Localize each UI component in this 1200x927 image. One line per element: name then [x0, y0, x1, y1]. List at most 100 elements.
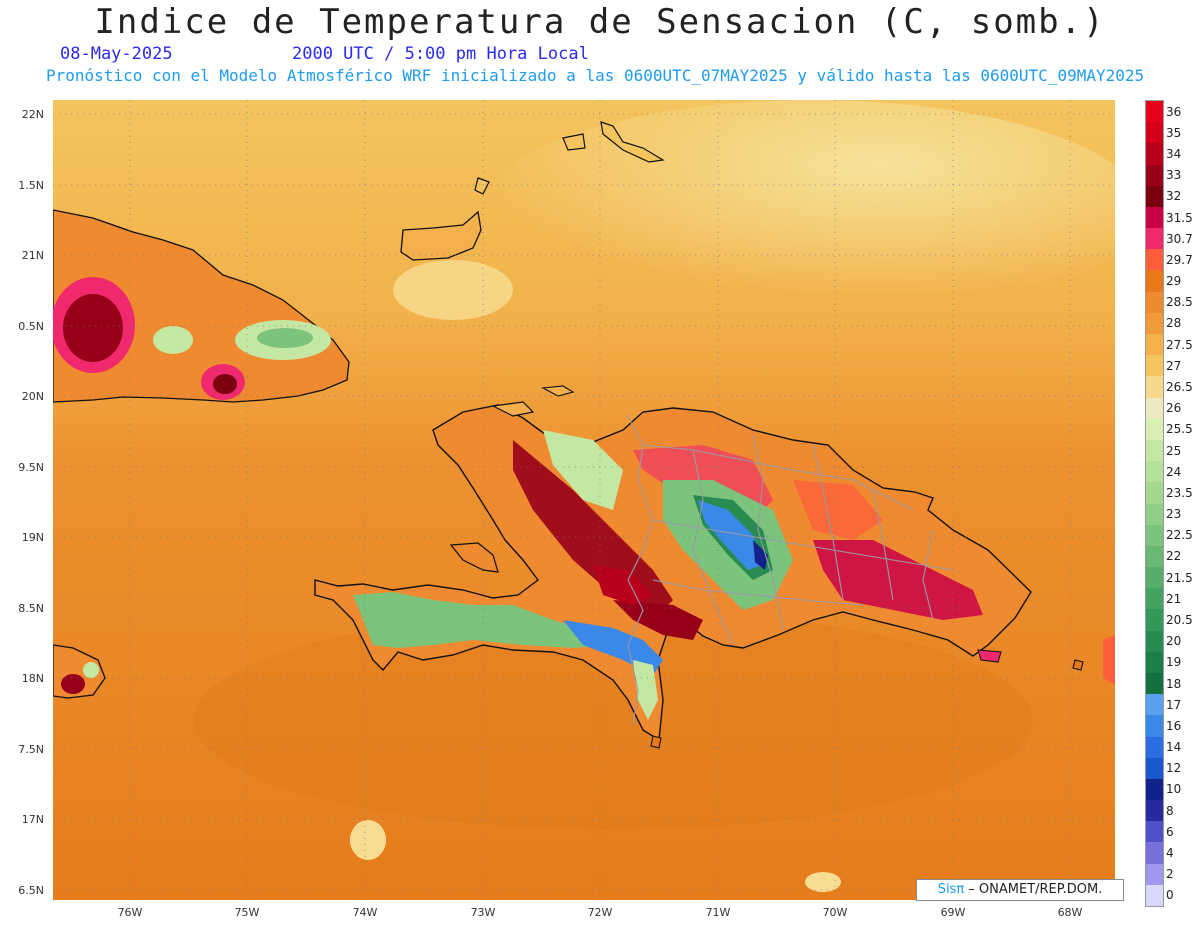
lat-label: 7.5N [18, 743, 44, 756]
hispaniola-landmass [314, 404, 1032, 742]
color-scale-label: 25.5 [1166, 422, 1193, 437]
lon-label: 70W [822, 906, 848, 919]
lon-label: 68W [1057, 906, 1083, 919]
credit-text: – ONAMET/REP.DOM. [964, 882, 1103, 897]
mona-island [1072, 659, 1084, 671]
beata-island [650, 735, 662, 749]
lat-label: 9.5N [18, 461, 44, 474]
color-scale-segment [1146, 164, 1163, 187]
lat-label: 19N [21, 531, 44, 544]
pale-patch-south [350, 820, 386, 860]
color-scale-segment [1146, 461, 1163, 483]
color-scale-segment [1146, 482, 1163, 504]
color-scale-segment [1146, 884, 1163, 907]
color-scale-segment [1146, 503, 1163, 526]
color-scale-label: 14 [1166, 740, 1182, 755]
color-scale-label: 23 [1166, 507, 1182, 522]
lon-label: 72W [587, 906, 613, 919]
color-scale-segment [1146, 588, 1163, 610]
north-pale-region [483, 100, 1115, 320]
color-scale-segment [1146, 397, 1163, 420]
color-scale-label: 27.5 [1166, 337, 1193, 352]
gonave-island [449, 542, 499, 573]
color-scale-segment [1146, 101, 1163, 123]
islet-2 [562, 133, 586, 151]
color-scale-label: 2 [1166, 867, 1174, 882]
color-scale-segment [1146, 291, 1163, 314]
color-scale-segment [1146, 694, 1163, 716]
color-scale-label: 17 [1166, 697, 1182, 712]
color-scale-segment [1146, 249, 1163, 271]
lon-label: 74W [352, 906, 378, 919]
lat-label: 6.5N [18, 884, 44, 897]
color-scale-label: 20 [1166, 634, 1182, 649]
color-scale-label: 0 [1166, 888, 1174, 903]
color-scale-segment [1146, 757, 1163, 780]
color-scale-label: 10 [1166, 782, 1182, 797]
lat-label: 1.5N [18, 179, 44, 192]
saona-island [977, 649, 1002, 663]
color-scale-label: 26.5 [1166, 379, 1193, 394]
color-scale-label: 8 [1166, 803, 1174, 818]
color-scale-segment [1146, 143, 1163, 166]
color-scale-label: 4 [1166, 846, 1174, 861]
color-scale-label: 28.5 [1166, 295, 1193, 310]
cuba-landmass [53, 209, 350, 403]
lat-label: 21N [21, 249, 44, 262]
lon-label: 71W [705, 906, 731, 919]
color-scale-segment [1146, 651, 1163, 674]
color-scale-segment [1146, 439, 1163, 462]
color-scale-label: 33 [1166, 168, 1182, 183]
color-scale-label: 32 [1166, 189, 1182, 204]
color-scale-label: 20.5 [1166, 613, 1193, 627]
color-scale-segment [1146, 672, 1163, 695]
great-inagua-island [400, 210, 482, 261]
color-scale-label: 19 [1166, 655, 1182, 670]
color-scale-label: 21.5 [1166, 570, 1193, 585]
color-scale-segment [1146, 842, 1163, 865]
credit-box: Sisπ – ONAMET/REP.DOM. [916, 879, 1124, 901]
color-scale-segment [1146, 524, 1163, 547]
lat-label: 20N [21, 390, 44, 403]
pale-patch-great-inagua [393, 260, 513, 320]
tortuga-island [490, 401, 535, 417]
color-scale-segment [1146, 122, 1163, 144]
color-scale-label: 30.7 [1166, 231, 1193, 246]
color-scale-segment [1146, 228, 1163, 250]
color-scale-segment [1146, 270, 1163, 293]
islet-4 [541, 385, 575, 397]
puerto-rico-edge [1103, 635, 1115, 685]
color-scale-segment [1146, 185, 1163, 208]
color-scale-label: 29 [1166, 274, 1182, 289]
lon-label: 73W [470, 906, 496, 919]
color-scale-segment [1146, 821, 1163, 843]
color-scale-label: 28 [1166, 316, 1182, 331]
lat-label: 0.5N [18, 320, 44, 333]
pale-patch-southeast [805, 872, 841, 892]
color-scale-segment [1146, 376, 1163, 399]
color-scale-label: 34 [1166, 146, 1182, 161]
color-scale-label: 6 [1166, 824, 1174, 839]
model-description: Pronóstico con el Modelo Atmosférico WRF… [46, 66, 1145, 85]
forecast-time: 2000 UTC / 5:00 pm Hora Local [292, 44, 589, 64]
forecast-date: 08-May-2025 [60, 44, 173, 64]
color-scale-segment [1146, 206, 1163, 229]
color-scale-segment [1146, 609, 1163, 632]
map-title: Indice de Temperatura de Sensacion (C, s… [94, 2, 1106, 42]
color-scale-label: 26 [1166, 401, 1182, 416]
color-scale-label: 24 [1166, 464, 1182, 479]
lon-label: 69W [940, 906, 966, 919]
color-scale-label: 27 [1166, 358, 1182, 373]
color-scale-segment [1146, 630, 1163, 653]
color-scale-segment [1146, 863, 1163, 886]
color-scale-label: 16 [1166, 718, 1182, 733]
color-scale-segment [1146, 715, 1163, 737]
lon-label: 75W [234, 906, 260, 919]
lat-label: 22N [21, 108, 44, 121]
lat-label: 18N [21, 672, 44, 685]
color-scale-label: 22 [1166, 549, 1182, 564]
color-scale-segment [1146, 312, 1163, 335]
color-scale-label: 22.5 [1166, 528, 1193, 543]
sis-logo-text: Sisπ [937, 882, 965, 897]
deep-orange-south [193, 610, 1033, 830]
